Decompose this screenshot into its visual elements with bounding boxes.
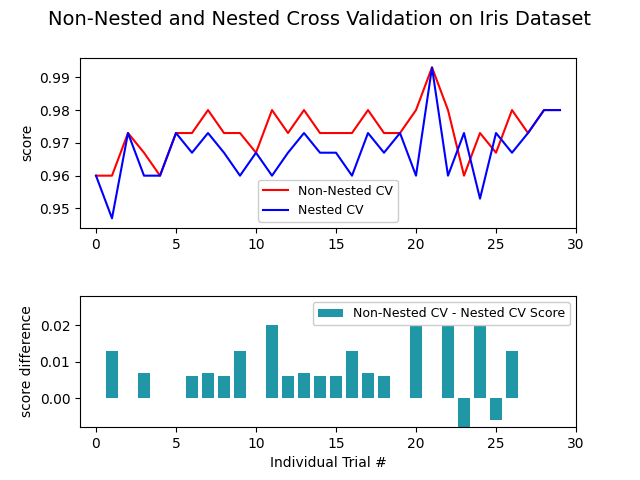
- Nested CV: [380, 150, 388, 156]
- Nested CV: [428, 64, 436, 70]
- Bar: [138, 372, 150, 398]
- Bar: [378, 376, 390, 398]
- Bar: [186, 376, 198, 398]
- Line: Non-Nested CV: Non-Nested CV: [96, 67, 560, 176]
- Nested CV: [108, 216, 116, 221]
- Non-Nested CV: [92, 173, 100, 179]
- Nested CV: [172, 130, 180, 136]
- Nested CV: [476, 196, 484, 202]
- Nested CV: [460, 130, 468, 136]
- Nested CV: [524, 130, 532, 136]
- Non-Nested CV: [348, 130, 356, 136]
- Bar: [362, 372, 374, 398]
- Non-Nested CV: [124, 130, 132, 136]
- Nested CV: [316, 150, 324, 156]
- Non-Nested CV: [556, 107, 564, 113]
- Nested CV: [204, 130, 212, 136]
- Bar: [106, 351, 118, 398]
- Legend: Non-Nested CV, Nested CV: Non-Nested CV, Nested CV: [258, 180, 398, 222]
- Nested CV: [92, 173, 100, 179]
- Y-axis label: score: score: [20, 124, 34, 161]
- Nested CV: [124, 130, 132, 136]
- Nested CV: [156, 173, 164, 179]
- Non-Nested CV: [524, 130, 532, 136]
- Non-Nested CV: [220, 130, 228, 136]
- Nested CV: [508, 150, 516, 156]
- Nested CV: [220, 150, 228, 156]
- Bar: [474, 325, 486, 398]
- Nested CV: [556, 107, 564, 113]
- Nested CV: [140, 173, 148, 179]
- Non-Nested CV: [300, 107, 308, 113]
- Nested CV: [348, 173, 356, 179]
- Non-Nested CV: [492, 150, 500, 156]
- Non-Nested CV: [108, 173, 116, 179]
- Non-Nested CV: [444, 107, 452, 113]
- Non-Nested CV: [460, 173, 468, 179]
- Non-Nested CV: [396, 130, 404, 136]
- Non-Nested CV: [172, 130, 180, 136]
- Non-Nested CV: [364, 107, 372, 113]
- Bar: [218, 376, 230, 398]
- Bar: [330, 376, 342, 398]
- Nested CV: [396, 130, 404, 136]
- Non-Nested CV: [540, 107, 548, 113]
- Bar: [282, 376, 294, 398]
- Bar: [442, 325, 454, 398]
- Non-Nested CV: [140, 150, 148, 156]
- Bar: [490, 398, 502, 420]
- Nested CV: [332, 150, 340, 156]
- Non-Nested CV: [268, 107, 276, 113]
- Bar: [346, 351, 358, 398]
- Line: Nested CV: Nested CV: [96, 67, 560, 218]
- Non-Nested CV: [236, 130, 244, 136]
- Nested CV: [188, 150, 196, 156]
- Non-Nested CV: [476, 130, 484, 136]
- Y-axis label: score difference: score difference: [20, 306, 34, 418]
- Bar: [266, 325, 278, 398]
- Nested CV: [492, 130, 500, 136]
- Text: Non-Nested and Nested Cross Validation on Iris Dataset: Non-Nested and Nested Cross Validation o…: [49, 10, 591, 29]
- Non-Nested CV: [380, 130, 388, 136]
- Non-Nested CV: [284, 130, 292, 136]
- Non-Nested CV: [156, 173, 164, 179]
- Legend: Non-Nested CV - Nested CV Score: Non-Nested CV - Nested CV Score: [312, 302, 570, 325]
- Nested CV: [252, 150, 260, 156]
- Bar: [298, 372, 310, 398]
- Nested CV: [268, 173, 276, 179]
- Nested CV: [364, 130, 372, 136]
- Non-Nested CV: [204, 107, 212, 113]
- Non-Nested CV: [316, 130, 324, 136]
- Bar: [234, 351, 246, 398]
- Nested CV: [300, 130, 308, 136]
- Non-Nested CV: [252, 150, 260, 156]
- X-axis label: Individual Trial #: Individual Trial #: [269, 456, 387, 470]
- Bar: [314, 376, 326, 398]
- Bar: [506, 351, 518, 398]
- Nested CV: [236, 173, 244, 179]
- Nested CV: [284, 150, 292, 156]
- Nested CV: [540, 107, 548, 113]
- Non-Nested CV: [412, 107, 420, 113]
- Bar: [458, 398, 470, 445]
- Nested CV: [444, 173, 452, 179]
- Non-Nested CV: [188, 130, 196, 136]
- Bar: [410, 325, 422, 398]
- Non-Nested CV: [508, 107, 516, 113]
- Bar: [202, 372, 214, 398]
- Non-Nested CV: [332, 130, 340, 136]
- Non-Nested CV: [428, 64, 436, 70]
- Nested CV: [412, 173, 420, 179]
